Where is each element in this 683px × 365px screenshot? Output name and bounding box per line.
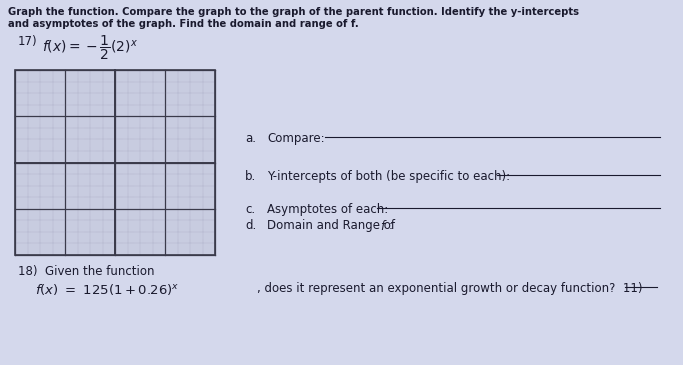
Bar <box>15 70 215 255</box>
Text: a.: a. <box>245 132 256 145</box>
Text: , does it represent an exponential growth or decay function?  11): , does it represent an exponential growt… <box>257 282 643 295</box>
Text: :: : <box>389 219 393 232</box>
Text: 18)  Given the function: 18) Given the function <box>18 265 154 278</box>
Text: d.: d. <box>245 219 256 232</box>
Text: c.: c. <box>245 203 255 216</box>
Text: $f(x)\ =\ 125(1+0.26)^x$: $f(x)\ =\ 125(1+0.26)^x$ <box>35 282 180 297</box>
Text: $f(x) = -\dfrac{1}{2}(2)^x$: $f(x) = -\dfrac{1}{2}(2)^x$ <box>42 34 138 62</box>
Text: $f$: $f$ <box>380 219 388 233</box>
Text: Graph the function. Compare the graph to the graph of the parent function. Ident: Graph the function. Compare the graph to… <box>8 7 579 17</box>
Bar <box>15 70 215 255</box>
Text: Y-intercepts of both (be specific to each):: Y-intercepts of both (be specific to eac… <box>267 170 510 183</box>
Text: and asymptotes of the graph. Find the domain and range of f.: and asymptotes of the graph. Find the do… <box>8 19 359 29</box>
Text: Compare:: Compare: <box>267 132 324 145</box>
Text: Domain and Range of: Domain and Range of <box>267 219 399 232</box>
Text: Asymptotes of each:: Asymptotes of each: <box>267 203 388 216</box>
Text: 17): 17) <box>18 35 38 48</box>
Text: b.: b. <box>245 170 256 183</box>
